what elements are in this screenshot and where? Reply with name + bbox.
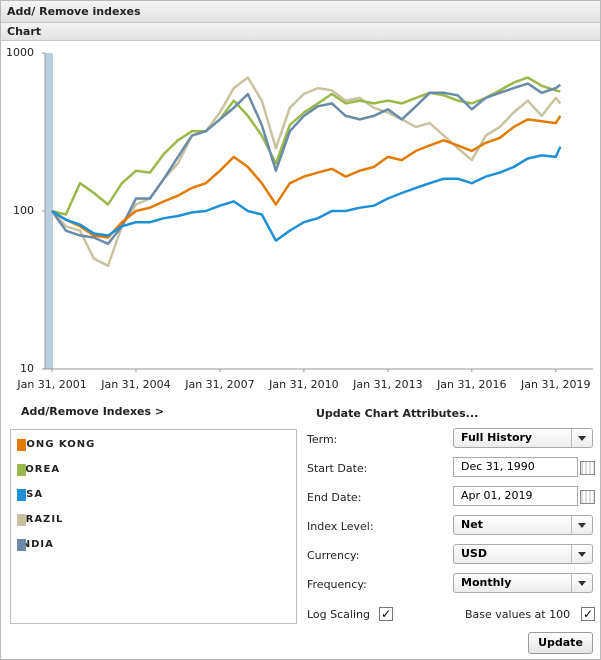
legend-item: INDIA — [17, 538, 54, 552]
base-values-label: Base values at 100 — [465, 608, 571, 621]
field-value: Dec 31, 1990 — [461, 460, 535, 473]
legend-item: HONG KONG — [17, 438, 95, 452]
field-value: Net — [461, 518, 483, 531]
calendar-icon[interactable] — [580, 461, 595, 475]
indexes-link[interactable]: Add/Remove Indexes > — [21, 405, 165, 418]
legend-swatch — [17, 439, 26, 451]
field-value: Monthly — [461, 576, 512, 589]
legend-item: USA — [17, 488, 43, 502]
field-value: USD — [461, 547, 487, 560]
x-tick-label: Jan 31, 2004 — [100, 378, 170, 391]
series-line — [51, 146, 562, 242]
select[interactable]: Monthly — [453, 573, 593, 593]
select[interactable]: Net — [453, 515, 593, 535]
log-scaling-label: Log Scaling — [307, 608, 370, 621]
log-scaling-checkbox[interactable]: ✓ — [379, 607, 393, 621]
legend-swatch — [17, 464, 26, 476]
title-bar: Add/ Remove indexes — [1, 1, 600, 23]
series-line — [51, 76, 562, 268]
legend-item: KOREA — [17, 463, 60, 477]
chart: 10 100 1000 Jan 31, 2001 Jan 31, 2004 Jan 31,… — [6, 46, 593, 391]
date-input[interactable]: Dec 31, 1990 — [453, 457, 578, 477]
legend-swatch — [17, 514, 26, 526]
field-label: Frequency: — [307, 578, 367, 591]
legend-swatch — [17, 489, 26, 501]
attributes-title: Update Chart Attributes... — [316, 407, 479, 420]
legend-label: KOREA — [17, 464, 61, 475]
base-values-checkbox[interactable]: ✓ — [581, 607, 595, 621]
update-button[interactable]: Update — [528, 632, 593, 654]
y-tick-label: 10 — [20, 362, 34, 375]
field-label: Index Level: — [307, 520, 374, 533]
select[interactable]: Full History — [453, 428, 593, 448]
x-tick-label: Jan 31, 2016 — [436, 378, 506, 391]
series-line — [51, 115, 562, 239]
x-tick-label: Jan 31, 2013 — [352, 378, 422, 391]
y-tick-label: 100 — [13, 204, 34, 217]
legend-label: BRAZIL — [17, 514, 64, 525]
field-label: Start Date: — [307, 462, 368, 475]
date-input[interactable]: Apr 01, 2019 — [453, 486, 578, 506]
legend-swatch — [17, 539, 26, 551]
dropdown-arrow — [571, 429, 592, 447]
dropdown-arrow — [571, 516, 592, 534]
x-tick-label: Jan 31, 2007 — [184, 378, 254, 391]
field-label: Term: — [307, 433, 338, 446]
y-tick-label: 1000 — [6, 46, 34, 59]
legend-label: INDIA — [17, 539, 54, 550]
field-label: End Date: — [307, 491, 362, 504]
series-line — [50, 82, 562, 246]
field-label: Currency: — [307, 549, 360, 562]
section-bar: Chart — [1, 23, 600, 41]
legend: HONG KONG KOREA USA BRAZIL INDIA — [10, 429, 297, 624]
field-value: Full History — [461, 431, 533, 444]
legend-label: HONG KONG — [17, 439, 96, 450]
start-highlight — [45, 53, 53, 369]
dropdown-arrow — [571, 545, 592, 563]
x-tick-label: Jan 31, 2019 — [520, 378, 590, 391]
select[interactable]: USD — [453, 544, 593, 564]
legend-item: BRAZIL — [17, 513, 63, 527]
calendar-icon[interactable] — [580, 490, 595, 504]
dropdown-arrow — [571, 574, 592, 592]
x-tick-label: Jan 31, 2010 — [268, 378, 338, 391]
field-value: Apr 01, 2019 — [461, 489, 533, 502]
x-tick-label: Jan 31, 2001 — [16, 378, 86, 391]
legend-label: USA — [17, 489, 44, 500]
